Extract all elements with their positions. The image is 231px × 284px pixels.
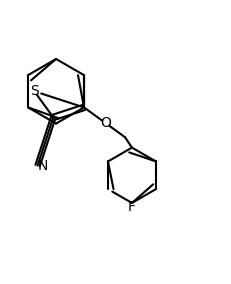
Text: S: S (30, 84, 39, 98)
Text: F: F (128, 200, 135, 214)
Text: O: O (100, 116, 110, 130)
Text: N: N (37, 159, 48, 173)
